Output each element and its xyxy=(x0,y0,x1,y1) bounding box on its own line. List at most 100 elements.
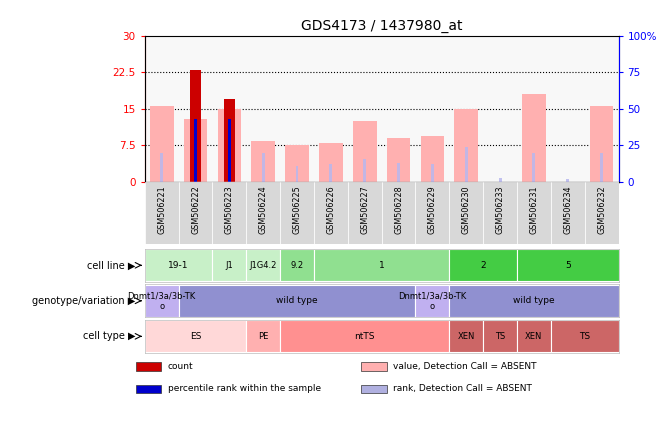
Bar xyxy=(213,182,246,244)
Bar xyxy=(551,321,619,353)
Bar xyxy=(600,153,603,182)
Bar xyxy=(280,321,449,353)
Text: GSM506223: GSM506223 xyxy=(225,185,234,234)
Bar xyxy=(449,250,517,281)
Text: J1: J1 xyxy=(226,261,233,270)
Bar xyxy=(483,182,517,244)
Bar xyxy=(295,166,299,182)
Bar xyxy=(415,285,449,317)
Bar xyxy=(420,136,444,182)
Text: PE: PE xyxy=(258,332,268,341)
Text: GSM506232: GSM506232 xyxy=(597,185,606,234)
Text: TS: TS xyxy=(579,332,590,341)
Title: GDS4173 / 1437980_at: GDS4173 / 1437980_at xyxy=(301,19,463,33)
Bar xyxy=(224,99,235,182)
Bar xyxy=(213,250,246,281)
Bar xyxy=(178,285,415,317)
Bar xyxy=(517,321,551,353)
Text: TS: TS xyxy=(495,332,505,341)
Bar xyxy=(280,182,314,244)
Bar xyxy=(465,147,468,182)
Bar xyxy=(218,109,241,182)
Text: GSM506225: GSM506225 xyxy=(293,185,301,234)
Bar xyxy=(251,140,275,182)
Text: 1: 1 xyxy=(379,261,384,270)
Text: GSM506226: GSM506226 xyxy=(326,185,336,234)
Bar xyxy=(145,321,246,353)
Bar xyxy=(136,385,161,393)
Bar xyxy=(319,143,343,182)
Bar xyxy=(161,153,163,182)
Text: GSM506221: GSM506221 xyxy=(157,185,166,234)
Bar xyxy=(184,119,207,182)
Bar xyxy=(551,182,585,244)
Bar xyxy=(145,285,178,317)
Text: value, Detection Call = ABSENT: value, Detection Call = ABSENT xyxy=(393,362,537,371)
Bar xyxy=(382,182,415,244)
Bar xyxy=(353,121,376,182)
Bar xyxy=(145,182,178,244)
Bar xyxy=(499,178,501,182)
Text: GSM506229: GSM506229 xyxy=(428,185,437,234)
Bar xyxy=(262,153,265,182)
Bar xyxy=(145,250,213,281)
Bar xyxy=(150,107,174,182)
Bar xyxy=(415,182,449,244)
Bar xyxy=(397,163,400,182)
Text: GSM506222: GSM506222 xyxy=(191,185,200,234)
Text: cell type ▶: cell type ▶ xyxy=(83,331,136,341)
Bar xyxy=(246,321,280,353)
Text: 19-1: 19-1 xyxy=(168,261,189,270)
Bar xyxy=(330,164,332,182)
Bar xyxy=(532,153,536,182)
Text: rank, Detection Call = ABSENT: rank, Detection Call = ABSENT xyxy=(393,385,532,393)
Text: wild type: wild type xyxy=(513,296,555,305)
Bar xyxy=(246,182,280,244)
Bar xyxy=(449,285,619,317)
Bar xyxy=(455,109,478,182)
Bar xyxy=(585,182,619,244)
Bar xyxy=(483,321,517,353)
Bar xyxy=(361,385,387,393)
Bar xyxy=(136,362,161,371)
Bar xyxy=(363,159,366,182)
Bar xyxy=(280,250,314,281)
Bar xyxy=(449,321,483,353)
Bar xyxy=(567,179,569,182)
Bar xyxy=(228,119,231,182)
Bar xyxy=(361,362,387,371)
Text: GSM506233: GSM506233 xyxy=(495,185,505,234)
Text: cell line ▶: cell line ▶ xyxy=(87,260,136,270)
Text: XEN: XEN xyxy=(525,332,543,341)
Text: ntTS: ntTS xyxy=(355,332,375,341)
Text: wild type: wild type xyxy=(276,296,318,305)
Text: XEN: XEN xyxy=(457,332,475,341)
Bar xyxy=(190,70,201,182)
Bar xyxy=(449,182,483,244)
Text: Dnmt1/3a/3b-TK
o: Dnmt1/3a/3b-TK o xyxy=(398,291,467,310)
Text: genotype/variation ▶: genotype/variation ▶ xyxy=(32,296,136,306)
Text: GSM506231: GSM506231 xyxy=(530,185,538,234)
Text: 5: 5 xyxy=(565,261,570,270)
Bar xyxy=(517,182,551,244)
Bar xyxy=(178,182,213,244)
Text: percentile rank within the sample: percentile rank within the sample xyxy=(168,385,321,393)
Bar xyxy=(387,138,411,182)
Text: GSM506224: GSM506224 xyxy=(259,185,268,234)
Text: 2: 2 xyxy=(480,261,486,270)
Bar xyxy=(314,250,449,281)
Text: J1G4.2: J1G4.2 xyxy=(249,261,277,270)
Bar xyxy=(285,145,309,182)
Bar xyxy=(431,164,434,182)
Bar xyxy=(590,107,613,182)
Bar xyxy=(348,182,382,244)
Text: GSM506227: GSM506227 xyxy=(360,185,369,234)
Bar xyxy=(522,94,545,182)
Text: ES: ES xyxy=(190,332,201,341)
Text: GSM506234: GSM506234 xyxy=(563,185,572,234)
Bar xyxy=(194,119,197,182)
Text: GSM506228: GSM506228 xyxy=(394,185,403,234)
Text: Dnmt1/3a/3b-TK
o: Dnmt1/3a/3b-TK o xyxy=(128,291,196,310)
Bar xyxy=(314,182,348,244)
Bar xyxy=(517,250,619,281)
